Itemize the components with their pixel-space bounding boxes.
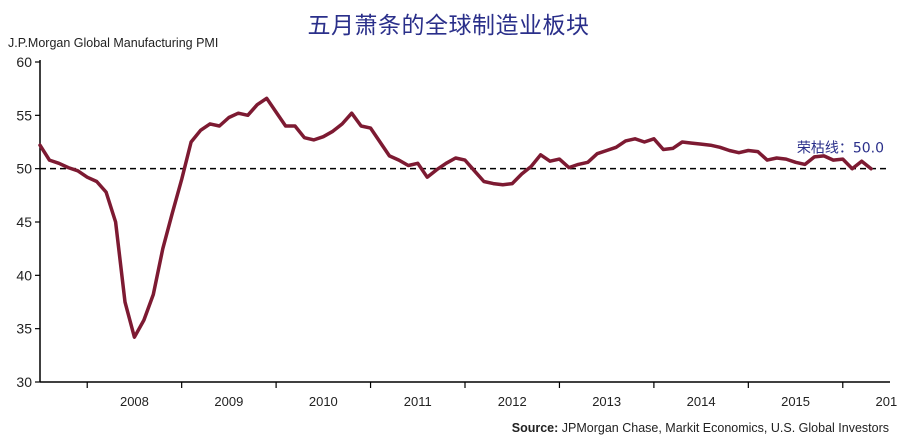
x-tick-label: 2008 xyxy=(120,394,149,409)
x-tick-label: 2016 xyxy=(876,394,897,409)
source-text: JPMorgan Chase, Markit Economics, U.S. G… xyxy=(561,421,889,435)
x-tick-label: 2015 xyxy=(781,394,810,409)
x-tick-label: 2011 xyxy=(404,394,432,409)
x-tick-label: 2013 xyxy=(592,394,621,409)
x-tick-label: 2010 xyxy=(309,394,338,409)
y-tick-label: 50 xyxy=(16,161,32,177)
y-tick-label: 40 xyxy=(16,267,32,283)
x-tick-label: 2009 xyxy=(214,394,243,409)
y-tick-label: 35 xyxy=(16,321,32,337)
source-note: Source: JPMorgan Chase, Markit Economics… xyxy=(512,421,889,435)
chart-title-cn: 五月萧条的全球制造业板块 xyxy=(307,13,590,39)
chart-subtitle: J.P.Morgan Global Manufacturing PMI xyxy=(8,36,219,50)
y-tick-label: 60 xyxy=(16,54,32,70)
y-tick-label: 45 xyxy=(16,214,32,230)
y-tick-label: 55 xyxy=(16,107,32,123)
x-tick-label: 2014 xyxy=(687,394,716,409)
y-tick-label: 30 xyxy=(16,374,32,390)
pmi-series-line xyxy=(38,96,873,339)
reference-line-label: 荣枯线：50.0 xyxy=(797,141,884,157)
x-tick-label: 2012 xyxy=(498,394,527,409)
source-prefix: Source: xyxy=(511,421,559,435)
